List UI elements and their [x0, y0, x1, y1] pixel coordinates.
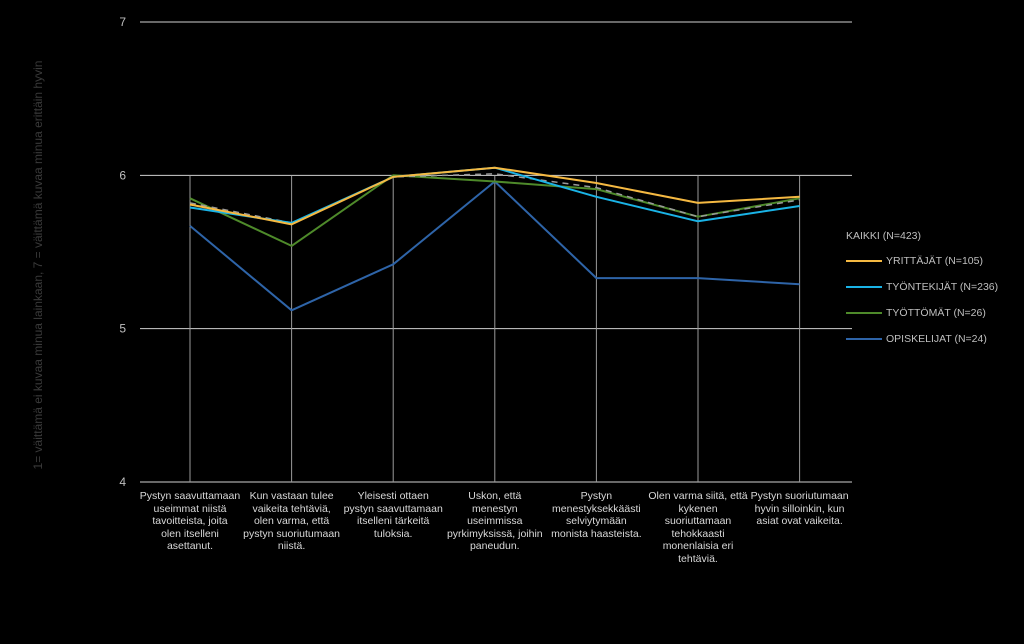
x-tick-label-line: monista haasteista. [551, 527, 642, 540]
legend-swatch [846, 260, 882, 262]
legend: KAIKKI (N=423) YRITTÄJÄT (N=105) TYÖNTEKI… [846, 230, 1016, 352]
legend-swatch [846, 286, 882, 288]
legend-item: TYÖNTEKIJÄT (N=236) [846, 274, 1016, 300]
x-tick-label: Pystyn suoriutumaan hyvin silloinkin, kun… [746, 490, 854, 528]
x-tick-label-line: menestyn [472, 502, 518, 515]
x-tick-label: Pystyn saavuttamaan useimmat niistä tavoit… [136, 490, 244, 553]
legend-item: OPISKELIJAT (N=24) [846, 326, 1016, 352]
legend-label: TYÖNTEKIJÄT (N=236) [886, 281, 999, 293]
x-tick-label-line: suoriuttamaan [664, 515, 732, 527]
x-tick-label-line: pyrkimyksissä, joihin [446, 527, 543, 540]
legend-items: YRITTÄJÄT (N=105) TYÖNTEKIJÄT (N=236) TYÖT… [846, 248, 1016, 352]
legend-item: YRITTÄJÄT (N=105) [846, 248, 1016, 274]
x-tick-label-line: pystyn saavuttamaan [343, 502, 443, 515]
y-tick-label: 6 [119, 168, 126, 182]
x-tick-label-line: menestyksekkäästi [552, 502, 641, 515]
x-tick-label-line: kykenen [678, 502, 718, 515]
x-tick-label-line: Pystyn saavuttamaan [139, 490, 241, 502]
legend-title: KAIKKI (N=423) [846, 230, 921, 242]
y-axis-ticks: 4 5 6 7 [119, 15, 126, 489]
x-tick-label-line: olen itselleni [161, 527, 219, 540]
x-tick-label-line: tuloksia. [373, 527, 413, 540]
x-tick-label-line: Uskon, että [468, 490, 522, 502]
legend-swatch [846, 312, 882, 314]
x-tick-label-line: tehtäviä. [678, 552, 718, 565]
legend-item: TYÖTTÖMÄT (N=26) [846, 300, 1016, 326]
x-tick-label-line: vaikeita tehtäviä, [252, 502, 331, 515]
x-tick-label: Kun vastaan tulee vaikeita tehtäviä, olen … [238, 490, 346, 553]
legend-label: OPISKELIJAT (N=24) [886, 333, 987, 345]
x-tick-label-line: niistä. [277, 540, 306, 552]
x-tick-label-line: Yleisesti ottaen [357, 490, 429, 502]
x-tick-label-line: Pystyn suoriutumaan [750, 490, 849, 502]
x-tick-label: Uskon, että menestyn useimmissa pyrkimyksis… [441, 490, 549, 553]
horizontal-gridlines [140, 21, 852, 483]
y-tick-label: 5 [119, 322, 126, 336]
x-tick-label-line: selviytymään [566, 515, 627, 527]
x-tick-label-line: asiat ovat vaikeita. [756, 515, 843, 527]
x-tick-label-line: paneudun. [469, 540, 520, 552]
legend-label: TYÖTTÖMÄT (N=26) [886, 307, 986, 319]
y-tick-label: 7 [119, 15, 126, 29]
x-tick-label-line: tavoitteista, joita [152, 515, 228, 527]
x-tick-label: Yleisesti ottaen pystyn saavuttamaan itsel… [339, 490, 447, 540]
x-tick-label-line: Pystyn [580, 490, 613, 502]
x-tick-label-line: monenlaisia eri [662, 540, 734, 552]
x-tick-label: Pystyn menestyksekkäästi selviytymään monis… [542, 490, 650, 540]
legend-label: YRITTÄJÄT (N=105) [886, 255, 983, 267]
y-tick-label: 4 [119, 475, 126, 489]
x-tick-label-line: hyvin silloinkin, kun [754, 502, 845, 515]
series-line-1 [189, 166, 800, 226]
x-tick-label: Olen varma siitä, että kykenen suoriuttama… [644, 490, 752, 565]
x-tick-label-line: olen varma, että [253, 515, 330, 527]
x-tick-label-line: tehokkaasti [671, 527, 725, 540]
x-tick-label-line: useimmat niistä [153, 502, 227, 515]
x-tick-label-line: Kun vastaan tulee [249, 490, 334, 502]
x-tick-label-line: itselleni tärkeitä [357, 515, 430, 527]
x-tick-label-line: Olen varma siitä, että [648, 490, 748, 502]
series-line-3 [189, 174, 800, 247]
x-tick-label-line: asettanut. [166, 540, 214, 552]
x-tick-label-line: pystyn suoriutumaan [243, 527, 341, 540]
y-axis-label: 1= väittämä ei kuvaa minua lainkaan, 7 =… [31, 60, 45, 470]
x-tick-label-line: useimmissa [467, 515, 523, 527]
legend-swatch [846, 338, 882, 340]
series-lines [189, 166, 800, 312]
